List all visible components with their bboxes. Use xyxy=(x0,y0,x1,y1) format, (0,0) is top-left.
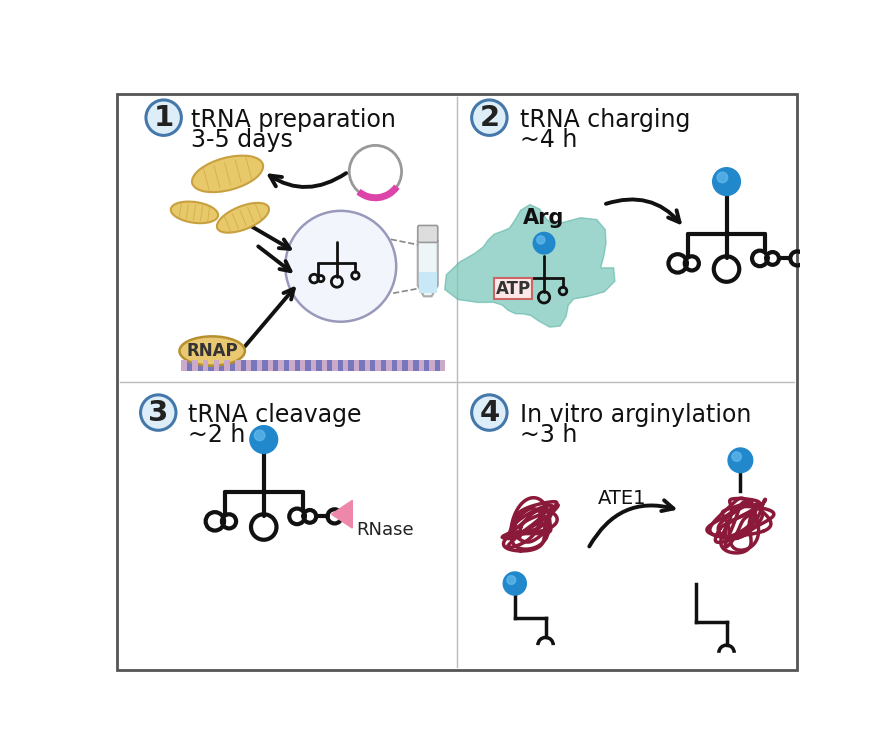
Text: tRNA charging: tRNA charging xyxy=(520,107,691,132)
Text: RNAP: RNAP xyxy=(186,342,238,360)
Polygon shape xyxy=(445,205,615,327)
Text: 3-5 days: 3-5 days xyxy=(191,128,292,152)
FancyBboxPatch shape xyxy=(214,360,219,371)
Text: tRNA cleavage: tRNA cleavage xyxy=(188,403,362,426)
FancyBboxPatch shape xyxy=(397,360,403,371)
Circle shape xyxy=(503,572,527,595)
FancyBboxPatch shape xyxy=(364,360,370,371)
FancyBboxPatch shape xyxy=(182,360,441,371)
Circle shape xyxy=(285,211,396,322)
FancyBboxPatch shape xyxy=(311,360,316,371)
Circle shape xyxy=(728,448,753,472)
FancyBboxPatch shape xyxy=(440,360,446,371)
Ellipse shape xyxy=(192,156,263,192)
Text: In vitro arginylation: In vitro arginylation xyxy=(520,403,751,426)
Circle shape xyxy=(533,232,555,254)
FancyBboxPatch shape xyxy=(235,360,241,371)
Text: 4: 4 xyxy=(479,398,500,426)
FancyBboxPatch shape xyxy=(419,360,424,371)
FancyBboxPatch shape xyxy=(386,360,391,371)
FancyBboxPatch shape xyxy=(257,360,262,371)
FancyBboxPatch shape xyxy=(117,94,797,670)
Text: 1: 1 xyxy=(153,104,174,132)
Ellipse shape xyxy=(217,203,269,233)
Text: 3: 3 xyxy=(148,398,168,426)
Circle shape xyxy=(732,452,741,461)
FancyBboxPatch shape xyxy=(278,360,283,371)
FancyBboxPatch shape xyxy=(354,360,359,371)
Text: ATP: ATP xyxy=(495,280,531,298)
FancyBboxPatch shape xyxy=(332,360,338,371)
FancyBboxPatch shape xyxy=(225,360,230,371)
FancyBboxPatch shape xyxy=(290,360,295,371)
Ellipse shape xyxy=(171,202,218,223)
Text: 2: 2 xyxy=(479,104,500,132)
Ellipse shape xyxy=(179,336,245,366)
Circle shape xyxy=(717,172,728,183)
Text: RNase: RNase xyxy=(356,521,413,538)
Text: ~3 h: ~3 h xyxy=(520,423,577,447)
FancyBboxPatch shape xyxy=(418,225,437,243)
FancyBboxPatch shape xyxy=(375,360,380,371)
Text: ~4 h: ~4 h xyxy=(520,128,577,152)
Text: ATE1: ATE1 xyxy=(599,489,647,508)
Circle shape xyxy=(713,168,740,196)
Circle shape xyxy=(141,395,176,430)
Polygon shape xyxy=(418,241,437,296)
FancyBboxPatch shape xyxy=(203,360,208,371)
FancyBboxPatch shape xyxy=(192,360,198,371)
FancyBboxPatch shape xyxy=(182,360,187,371)
Circle shape xyxy=(471,100,507,135)
Circle shape xyxy=(254,430,265,441)
Circle shape xyxy=(536,236,545,244)
Circle shape xyxy=(146,100,182,135)
FancyBboxPatch shape xyxy=(429,360,435,371)
FancyBboxPatch shape xyxy=(419,271,437,293)
FancyBboxPatch shape xyxy=(408,360,413,371)
Text: tRNA preparation: tRNA preparation xyxy=(191,107,396,132)
FancyBboxPatch shape xyxy=(494,278,533,299)
FancyBboxPatch shape xyxy=(322,360,327,371)
Circle shape xyxy=(471,395,507,430)
Circle shape xyxy=(249,426,278,454)
FancyBboxPatch shape xyxy=(343,360,348,371)
Text: ~2 h: ~2 h xyxy=(188,423,246,447)
Polygon shape xyxy=(331,500,352,528)
Text: Arg: Arg xyxy=(523,208,564,228)
FancyBboxPatch shape xyxy=(267,360,273,371)
FancyBboxPatch shape xyxy=(246,360,251,371)
Circle shape xyxy=(507,575,516,584)
FancyBboxPatch shape xyxy=(300,360,306,371)
